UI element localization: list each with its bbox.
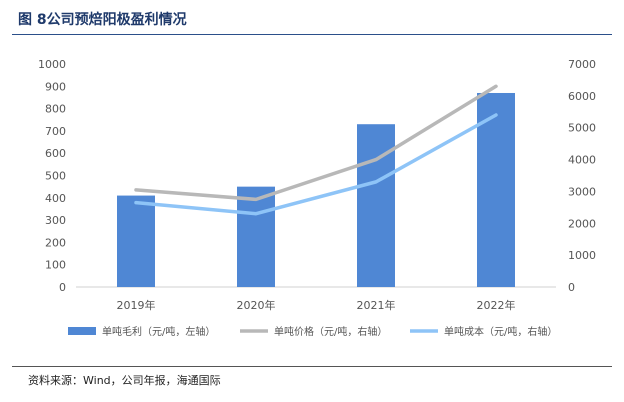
legend-swatch xyxy=(68,327,96,335)
source-note: 资料来源：Wind，公司年报，海通国际 xyxy=(28,374,221,387)
legend-label: 单吨成本（元/吨，右轴） xyxy=(444,325,557,338)
right-axis-tick: 2000 xyxy=(568,217,596,230)
axes: 0 100 200 300 400 500 600 700 800 900 1000 0 1000 200… xyxy=(38,58,596,312)
left-axis-tick: 200 xyxy=(45,236,66,249)
right-axis-tick: 6000 xyxy=(568,90,596,103)
right-axis-tick: 1000 xyxy=(568,249,596,262)
series-line xyxy=(134,113,498,216)
right-axis-tick: 5000 xyxy=(568,122,596,135)
left-axis-tick: 900 xyxy=(45,80,66,93)
bar xyxy=(117,195,155,287)
left-axis-tick: 0 xyxy=(59,281,66,294)
left-axis-tick: 100 xyxy=(45,259,66,272)
bar xyxy=(477,92,515,287)
left-axis-tick: 800 xyxy=(45,103,66,116)
legend: 单吨毛利（元/吨，左轴） 单吨价格（元/吨，右轴） 单吨成本（元/吨，右轴） xyxy=(68,325,557,338)
right-axis-tick: 0 xyxy=(568,281,575,294)
left-axis-tick: 600 xyxy=(45,147,66,160)
right-axis-tick: 3000 xyxy=(568,185,596,198)
bar xyxy=(237,186,275,287)
x-axis-tick: 2020年 xyxy=(237,298,276,312)
line-series xyxy=(134,84,498,216)
left-axis-tick: 1000 xyxy=(38,58,66,71)
legend-label: 单吨毛利（元/吨，左轴） xyxy=(102,325,215,338)
title-divider xyxy=(12,34,612,35)
x-axis-tick: 2019年 xyxy=(117,298,156,312)
x-axis-tick: 2021年 xyxy=(357,298,396,312)
series-line xyxy=(134,84,498,202)
right-axis-tick: 4000 xyxy=(568,154,596,167)
figure-header: 图 8公司预焙阳极盈利情况 xyxy=(0,0,624,40)
source-divider xyxy=(12,366,612,367)
profitability-chart: 0 100 200 300 400 500 600 700 800 900 1000 0 1000 200… xyxy=(38,58,596,338)
x-axis-tick: 2022年 xyxy=(477,298,516,312)
right-axis-tick: 7000 xyxy=(568,58,596,71)
left-axis-tick: 300 xyxy=(45,214,66,227)
left-axis-tick: 700 xyxy=(45,125,66,138)
left-axis-tick: 400 xyxy=(45,192,66,205)
bar xyxy=(357,124,395,288)
bar-series xyxy=(117,92,515,288)
figure-title: 图 8公司预焙阳极盈利情况 xyxy=(18,12,187,28)
legend-label: 单吨价格（元/吨，右轴） xyxy=(274,325,387,338)
left-axis-tick: 500 xyxy=(45,170,66,183)
